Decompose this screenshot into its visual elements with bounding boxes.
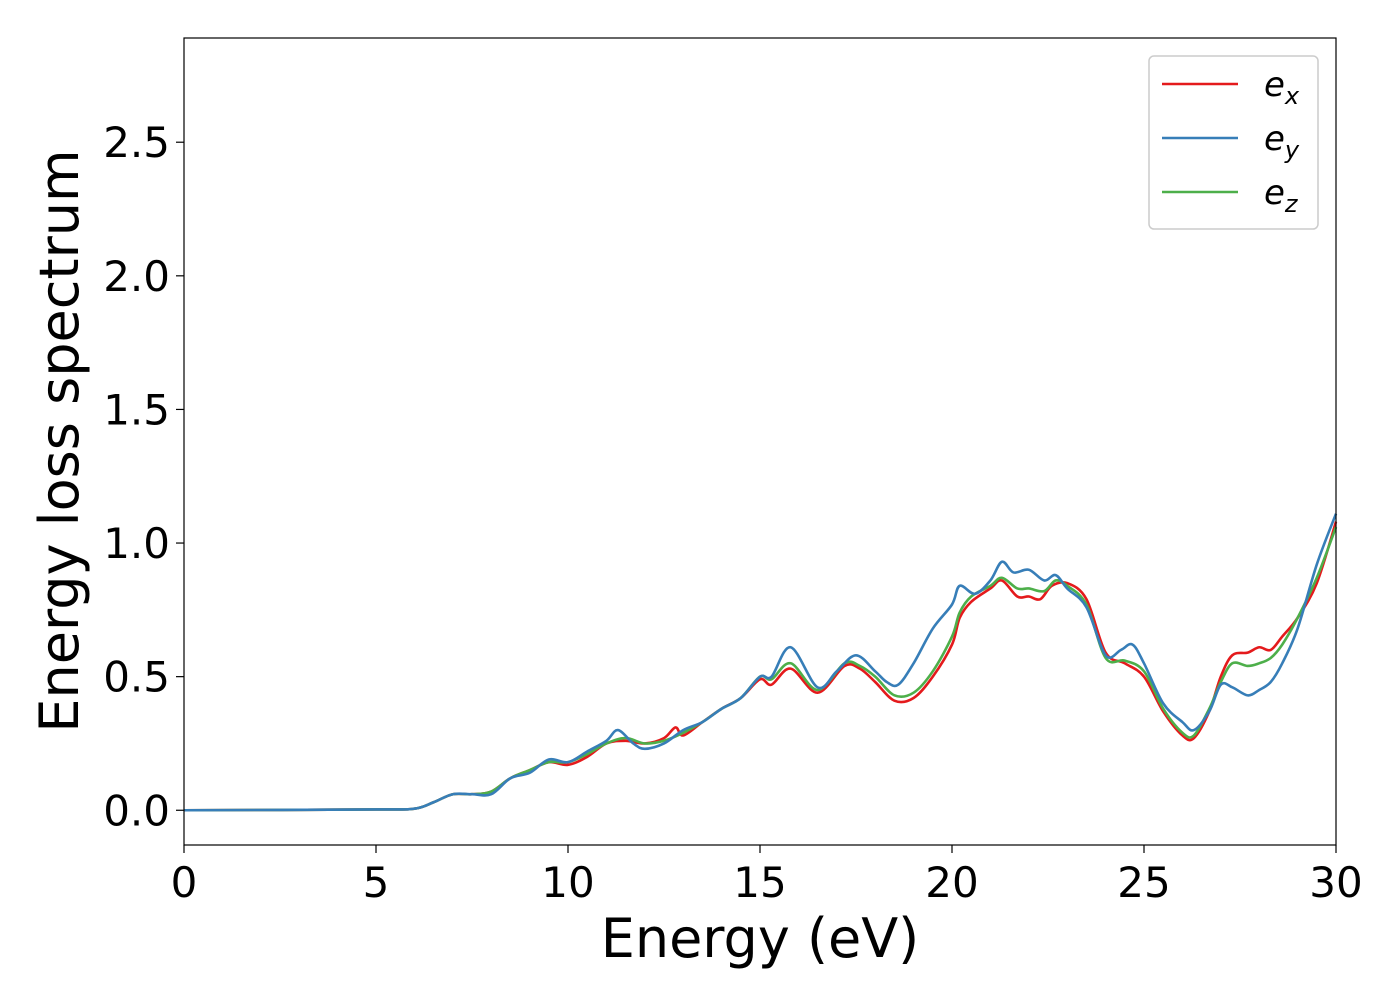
series-line-y: [183, 513, 1338, 812]
x-axis-title: Energy (eV): [601, 907, 920, 970]
x-tick-label: 10: [541, 858, 594, 907]
legend-frame: [1148, 55, 1319, 230]
x-tick-label: 15: [733, 858, 786, 907]
x-tick-label: 0: [171, 858, 198, 907]
y-axis-title: Energy loss spectrum: [28, 149, 91, 732]
y-axis: 0.0 0.5 1.0 1.5 2.0 2.5: [103, 118, 184, 835]
x-tick-label: 25: [1117, 858, 1170, 907]
x-tick-label: 20: [925, 858, 978, 907]
x-tick-label: 5: [363, 858, 390, 907]
y-tick-label: 0.5: [103, 653, 170, 702]
y-tick-label: 2.0: [103, 252, 170, 301]
y-tick-label: 2.5: [103, 118, 170, 167]
y-tick-label: 1.0: [103, 519, 170, 568]
legend-label-y: ey: [1264, 119, 1300, 164]
series-layer: [183, 513, 1338, 812]
legend-label-z: ez: [1264, 173, 1299, 218]
x-axis: 0 5 10 15 20 25 30: [171, 845, 1363, 907]
legend: ex ey ez: [1148, 55, 1319, 230]
legend-label-x: ex: [1264, 65, 1300, 110]
y-tick-label: 1.5: [103, 385, 170, 434]
x-tick-label: 30: [1309, 858, 1362, 907]
y-tick-label: 0.0: [103, 786, 170, 835]
plot-area: [184, 38, 1336, 845]
